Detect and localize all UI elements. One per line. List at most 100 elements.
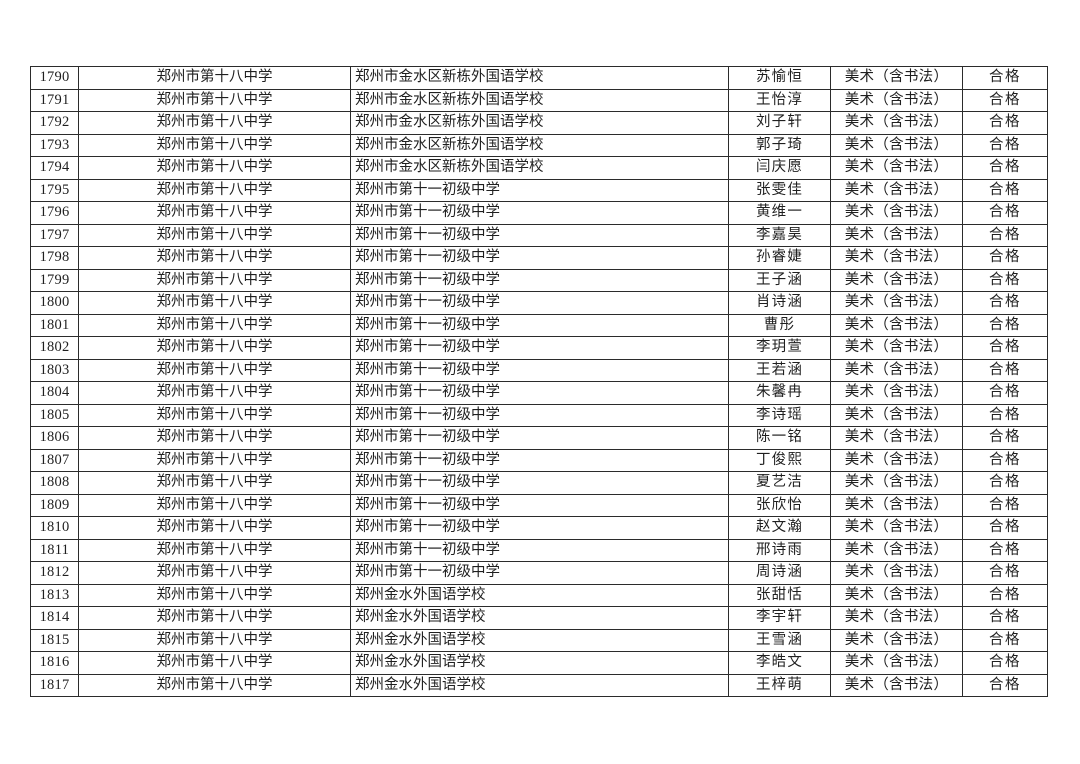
row-subject-cell: 美术（含书法） (830, 268, 963, 292)
row-school-cell: 郑州市第十八中学 (78, 628, 351, 652)
row-subject-cell: 美术（含书法） (830, 561, 963, 585)
row-origin-school-cell: 郑州市第十一初级中学 (350, 358, 729, 382)
row-index-cell: 1790 (30, 66, 79, 90)
row-result-cell: 合格 (962, 538, 1048, 562)
row-school-cell: 郑州市第十八中学 (78, 88, 351, 112)
row-origin-school-cell: 郑州金水外国语学校 (350, 583, 729, 607)
row-school-cell: 郑州市第十八中学 (78, 201, 351, 225)
table-row: 1801 郑州市第十八中学 郑州市第十一初级中学 曹彤 美术（含书法） 合格 (30, 313, 1048, 337)
row-index-cell: 1805 (30, 403, 79, 427)
row-index-cell: 1813 (30, 583, 79, 607)
row-school-cell: 郑州市第十八中学 (78, 223, 351, 247)
table-row: 1813 郑州市第十八中学 郑州金水外国语学校 张甜恬 美术（含书法） 合格 (30, 583, 1048, 607)
table-row: 1792 郑州市第十八中学 郑州市金水区新栋外国语学校 刘子轩 美术（含书法） 合格 (30, 111, 1048, 135)
row-index-cell: 1800 (30, 291, 79, 315)
row-index-cell: 1809 (30, 493, 79, 517)
row-result-cell: 合格 (962, 516, 1048, 540)
row-result-cell: 合格 (962, 448, 1048, 472)
row-school-cell: 郑州市第十八中学 (78, 448, 351, 472)
row-origin-school-cell: 郑州市第十一初级中学 (350, 448, 729, 472)
row-origin-school-cell: 郑州市第十一初级中学 (350, 223, 729, 247)
table-row: 1806 郑州市第十八中学 郑州市第十一初级中学 陈一铭 美术（含书法） 合格 (30, 426, 1048, 450)
row-student-name-cell: 周诗涵 (728, 561, 831, 585)
row-index-cell: 1812 (30, 561, 79, 585)
row-origin-school-cell: 郑州市金水区新栋外国语学校 (350, 88, 729, 112)
row-origin-school-cell: 郑州市金水区新栋外国语学校 (350, 66, 729, 90)
row-subject-cell: 美术（含书法） (830, 516, 963, 540)
row-index-cell: 1807 (30, 448, 79, 472)
row-index-cell: 1804 (30, 381, 79, 405)
row-result-cell: 合格 (962, 426, 1048, 450)
row-subject-cell: 美术（含书法） (830, 583, 963, 607)
row-student-name-cell: 李玥萱 (728, 336, 831, 360)
row-subject-cell: 美术（含书法） (830, 156, 963, 180)
row-origin-school-cell: 郑州市金水区新栋外国语学校 (350, 156, 729, 180)
row-result-cell: 合格 (962, 246, 1048, 270)
row-school-cell: 郑州市第十八中学 (78, 493, 351, 517)
row-student-name-cell: 陈一铭 (728, 426, 831, 450)
row-student-name-cell: 肖诗涵 (728, 291, 831, 315)
row-index-cell: 1803 (30, 358, 79, 382)
row-result-cell: 合格 (962, 111, 1048, 135)
row-student-name-cell: 张甜恬 (728, 583, 831, 607)
row-result-cell: 合格 (962, 291, 1048, 315)
table-row: 1802 郑州市第十八中学 郑州市第十一初级中学 李玥萱 美术（含书法） 合格 (30, 336, 1048, 360)
row-student-name-cell: 苏愉恒 (728, 66, 831, 90)
row-origin-school-cell: 郑州市第十一初级中学 (350, 201, 729, 225)
row-school-cell: 郑州市第十八中学 (78, 268, 351, 292)
row-subject-cell: 美术（含书法） (830, 426, 963, 450)
row-subject-cell: 美术（含书法） (830, 403, 963, 427)
row-school-cell: 郑州市第十八中学 (78, 516, 351, 540)
row-student-name-cell: 王怡淳 (728, 88, 831, 112)
row-index-cell: 1793 (30, 133, 79, 157)
row-origin-school-cell: 郑州金水外国语学校 (350, 606, 729, 630)
row-origin-school-cell: 郑州市第十一初级中学 (350, 313, 729, 337)
table-row: 1817 郑州市第十八中学 郑州金水外国语学校 王梓萌 美术（含书法） 合格 (30, 673, 1048, 697)
row-school-cell: 郑州市第十八中学 (78, 403, 351, 427)
table-row: 1795 郑州市第十八中学 郑州市第十一初级中学 张雯佳 美术（含书法） 合格 (30, 178, 1048, 202)
row-result-cell: 合格 (962, 223, 1048, 247)
row-result-cell: 合格 (962, 268, 1048, 292)
row-student-name-cell: 李诗瑶 (728, 403, 831, 427)
row-subject-cell: 美术（含书法） (830, 336, 963, 360)
row-school-cell: 郑州市第十八中学 (78, 336, 351, 360)
row-index-cell: 1791 (30, 88, 79, 112)
row-origin-school-cell: 郑州金水外国语学校 (350, 628, 729, 652)
row-subject-cell: 美术（含书法） (830, 493, 963, 517)
row-school-cell: 郑州市第十八中学 (78, 246, 351, 270)
row-origin-school-cell: 郑州市第十一初级中学 (350, 538, 729, 562)
row-subject-cell: 美术（含书法） (830, 111, 963, 135)
roster-table-body: 1790 郑州市第十八中学 郑州市金水区新栋外国语学校 苏愉恒 美术（含书法） 合格 179… (30, 66, 1048, 697)
row-origin-school-cell: 郑州市第十一初级中学 (350, 246, 729, 270)
table-row: 1794 郑州市第十八中学 郑州市金水区新栋外国语学校 闫庆愿 美术（含书法） 合格 (30, 156, 1048, 180)
row-origin-school-cell: 郑州市第十一初级中学 (350, 268, 729, 292)
row-index-cell: 1815 (30, 628, 79, 652)
row-index-cell: 1806 (30, 426, 79, 450)
row-origin-school-cell: 郑州市第十一初级中学 (350, 493, 729, 517)
row-index-cell: 1802 (30, 336, 79, 360)
row-index-cell: 1814 (30, 606, 79, 630)
row-school-cell: 郑州市第十八中学 (78, 651, 351, 675)
row-index-cell: 1811 (30, 538, 79, 562)
row-index-cell: 1792 (30, 111, 79, 135)
row-result-cell: 合格 (962, 583, 1048, 607)
row-origin-school-cell: 郑州金水外国语学校 (350, 673, 729, 697)
row-index-cell: 1817 (30, 673, 79, 697)
row-subject-cell: 美术（含书法） (830, 448, 963, 472)
table-row: 1796 郑州市第十八中学 郑州市第十一初级中学 黄维一 美术（含书法） 合格 (30, 201, 1048, 225)
row-subject-cell: 美术（含书法） (830, 178, 963, 202)
row-student-name-cell: 张欣怡 (728, 493, 831, 517)
table-row: 1808 郑州市第十八中学 郑州市第十一初级中学 夏艺洁 美术（含书法） 合格 (30, 471, 1048, 495)
row-student-name-cell: 张雯佳 (728, 178, 831, 202)
row-subject-cell: 美术（含书法） (830, 358, 963, 382)
row-index-cell: 1808 (30, 471, 79, 495)
row-school-cell: 郑州市第十八中学 (78, 471, 351, 495)
row-student-name-cell: 王梓萌 (728, 673, 831, 697)
row-result-cell: 合格 (962, 471, 1048, 495)
table-row: 1793 郑州市第十八中学 郑州市金水区新栋外国语学校 郭子琦 美术（含书法） 合格 (30, 133, 1048, 157)
row-subject-cell: 美术（含书法） (830, 88, 963, 112)
row-school-cell: 郑州市第十八中学 (78, 606, 351, 630)
row-school-cell: 郑州市第十八中学 (78, 426, 351, 450)
row-school-cell: 郑州市第十八中学 (78, 156, 351, 180)
row-student-name-cell: 刘子轩 (728, 111, 831, 135)
